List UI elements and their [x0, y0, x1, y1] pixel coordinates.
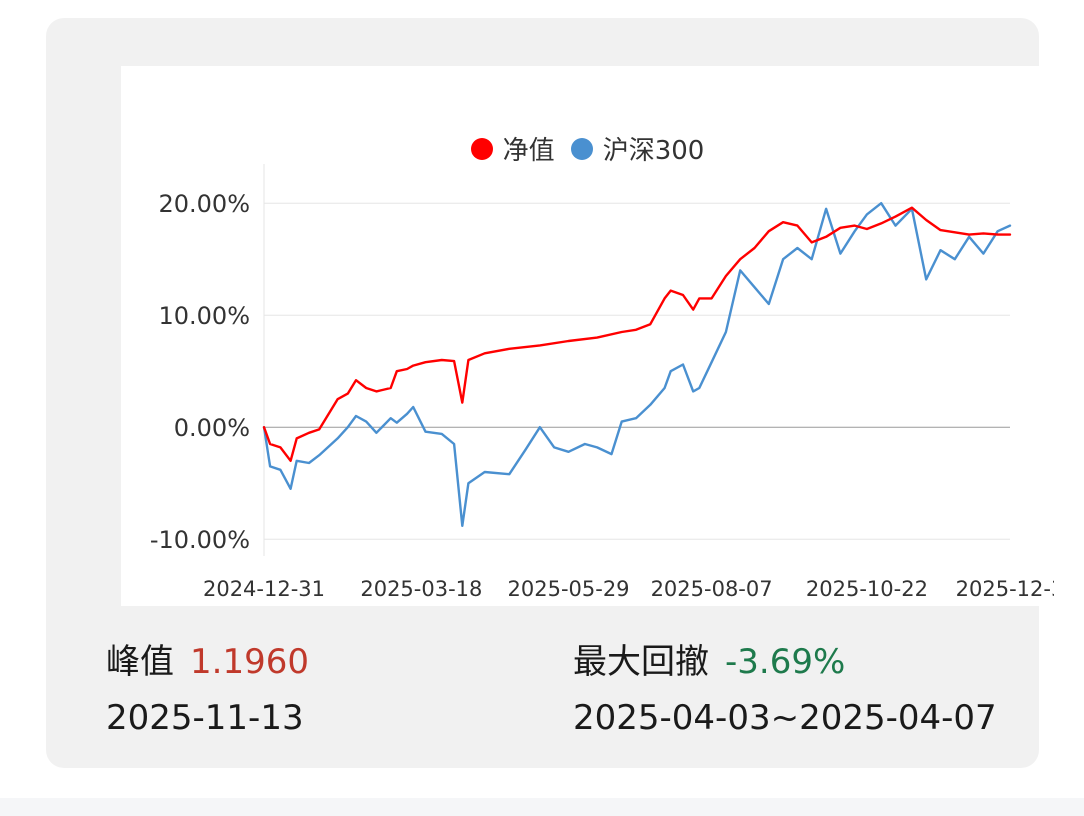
y-tick-label: -10.00% [150, 526, 250, 554]
y-tick-label: 10.00% [158, 302, 250, 330]
y-tick-label: 0.00% [174, 414, 250, 442]
series-line-nav [262, 206, 1012, 462]
drawdown-value: -3.69% [725, 642, 846, 682]
x-tick-label: 2025-03-18 [360, 577, 482, 601]
peak-stat: 峰值 1.1960 [106, 634, 309, 683]
peak-value: 1.1960 [190, 642, 309, 682]
x-tick-label: 2025-10-22 [806, 577, 928, 601]
drawdown-label: 最大回撤 [573, 642, 709, 682]
x-tick-label: 2024-12-31 [203, 577, 325, 601]
performance-card: 净值 沪深300 20.00% 10.00% 0.00% -10.00% 2024-12… [46, 18, 1054, 768]
legend-label-csi300: 沪深300 [602, 136, 705, 166]
bottom-strip [0, 798, 1084, 816]
peak-date: 2025-11-13 [106, 698, 304, 738]
y-tick-label: 20.00% [158, 190, 250, 218]
x-tick-label: 2025-12-3 [956, 577, 1054, 601]
chart-legend: 净值 沪深300 [121, 130, 1054, 167]
line-chart: 20.00% 10.00% 0.00% -10.00% 2024-12-31 2025-0… [150, 164, 1054, 601]
legend-item-nav[interactable]: 净值 [470, 130, 555, 167]
x-tick-label: 2025-08-07 [651, 577, 773, 601]
peak-label: 峰值 [106, 642, 174, 682]
legend-item-csi300[interactable]: 沪深300 [570, 130, 705, 167]
drawdown-range: 2025-04-03~2025-04-07 [573, 698, 997, 738]
legend-dot-icon [570, 137, 593, 160]
x-tick-label: 2025-05-29 [508, 577, 630, 601]
drawdown-stat: 最大回撤 -3.69% [573, 634, 845, 683]
legend-dot-icon [470, 137, 493, 160]
legend-label-nav: 净值 [502, 136, 555, 166]
series-line-csi300 [262, 201, 1012, 527]
chart-panel: 净值 沪深300 20.00% 10.00% 0.00% -10.00% 2024-12… [121, 66, 1054, 606]
